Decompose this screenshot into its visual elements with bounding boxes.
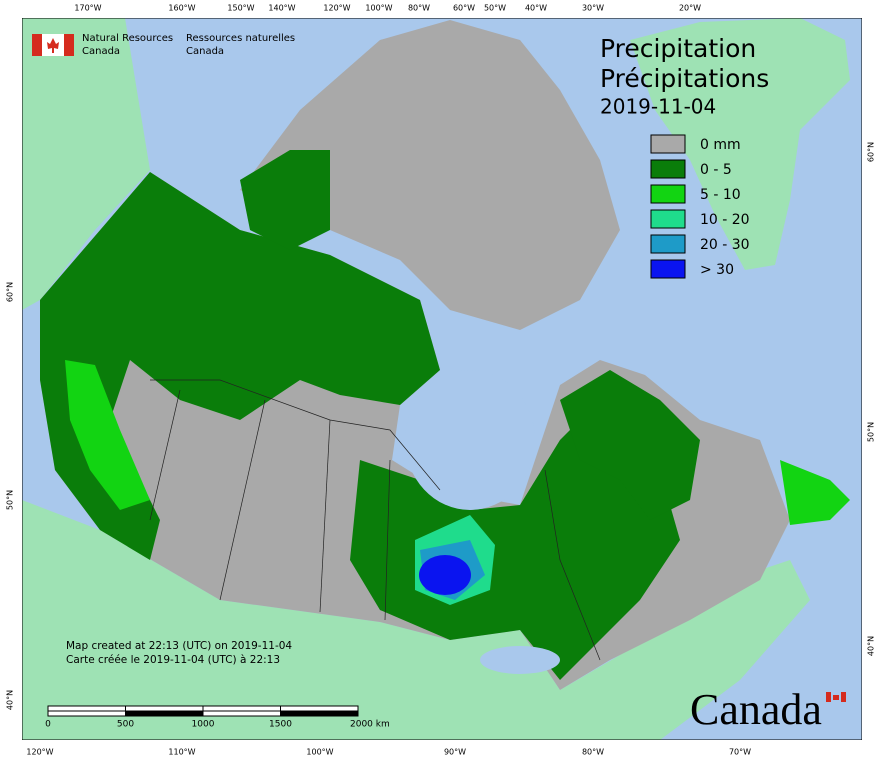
maple-leaf [47,38,59,53]
flag-band [32,34,42,56]
legend-swatch [650,234,686,254]
alaska [22,18,150,310]
arctic-islands [240,20,620,330]
scale-segment [202,705,281,712]
legend-label: 20 - 30 [700,237,750,253]
legend-label: 0 - 5 [700,162,732,178]
provincial-borders [384,459,391,621]
scale-label: 2000 km [350,720,390,730]
graticule-label: 60°W [453,4,475,13]
graticule-label: 80°W [408,4,430,13]
nrcan-logo: Natural Resources Canada Ressources natu… [32,33,295,57]
legend-swatch [650,184,686,204]
org-en: Natural Resources [82,33,173,44]
credit: Map created at 22:13 (UTC) on 2019-11-04 [66,640,292,652]
graticule-label: 100°W [365,4,392,13]
scale-segment [280,710,359,717]
title-date: 2019-11-04 [600,95,716,119]
legend-swatch [650,209,686,229]
scale-label: 1000 [192,720,215,730]
legend-label: 5 - 10 [700,187,741,203]
org-fr: Canada [186,46,224,57]
scale-label: 0 [45,720,51,730]
precip-5-10-nl [780,460,850,525]
scale-segment [280,705,359,712]
greenland [630,18,850,270]
title-fr: Précipitations [600,64,769,93]
precip-0-5-labrador [560,370,700,520]
graticule-label: 60°N [6,282,15,302]
scale-bar: 0 500 1000 1500 2000 km [45,705,390,730]
legend-swatch [650,159,686,179]
graticule-label: 40°N [6,690,15,710]
graticule-label: 120°W [323,4,350,13]
scale-segment [125,705,204,712]
wordmark-flag [833,695,839,700]
graticule-label: 170°W [74,4,101,13]
graticule-label: 80°W [582,748,604,757]
graticule-label: 50°W [484,4,506,13]
precip-0-5-east [350,400,680,680]
provincial-borders [544,469,601,661]
scale-segment [47,705,126,712]
graticule-label: 50°N [6,490,15,510]
graticule-label: 140°W [268,4,295,13]
graticule-label: 40°N [867,636,876,656]
great-lakes [480,646,560,674]
graticule-label: 60°N [867,142,876,162]
org-en: Canada [82,46,120,57]
graticule-label: 70°W [729,748,751,757]
wordmark: Canada [690,685,822,734]
scale-label: 500 [117,720,134,730]
hudson-bay [405,370,535,510]
graticule-label: 40°W [525,4,547,13]
scale-label: 1500 [269,720,292,730]
wordmark-flag [841,692,846,702]
graticule-label: 90°W [444,748,466,757]
scale-segment [47,710,126,717]
precip-5-10 [65,360,150,510]
provincial-borders [149,389,181,521]
org-fr: Ressources naturelles [186,33,295,44]
graticule-label: 30°W [582,4,604,13]
flag-band [64,34,74,56]
legend-swatch [650,259,686,279]
graticule-label: 150°W [227,4,254,13]
precip-0-5-west [40,172,440,560]
legend-label: 10 - 20 [700,212,750,228]
graticule-label: 20°W [679,4,701,13]
graticule-label: 120°W [26,748,53,757]
precip-over-30 [419,555,471,595]
graticule-label: 110°W [168,748,195,757]
graticule-label: 100°W [306,748,333,757]
title-en: Precipitation [600,34,756,63]
map-area [22,18,862,740]
wordmark-flag [826,692,831,702]
scale-segment [125,710,204,717]
provincial-borders [319,419,331,613]
graticule-label: 50°N [867,422,876,442]
graticule-label: 160°W [168,4,195,13]
legend: 0 mm 0 - 5 5 - 10 10 - 20 20 - 30 > 30 [650,134,750,279]
usa [22,500,810,740]
provincial-borders [219,399,266,601]
legend-swatch [650,134,686,154]
scale-segment [202,710,281,717]
precip-0-5-arctic [240,150,330,250]
graticule-labels: 170°W 160°W 150°W 140°W 120°W 100°W 80°W 60°W 50… [6,4,876,757]
legend-label: > 30 [700,262,734,278]
legend-label: 0 mm [700,137,741,153]
credit: Carte créée le 2019-11-04 (UTC) à 22:13 [66,654,280,666]
